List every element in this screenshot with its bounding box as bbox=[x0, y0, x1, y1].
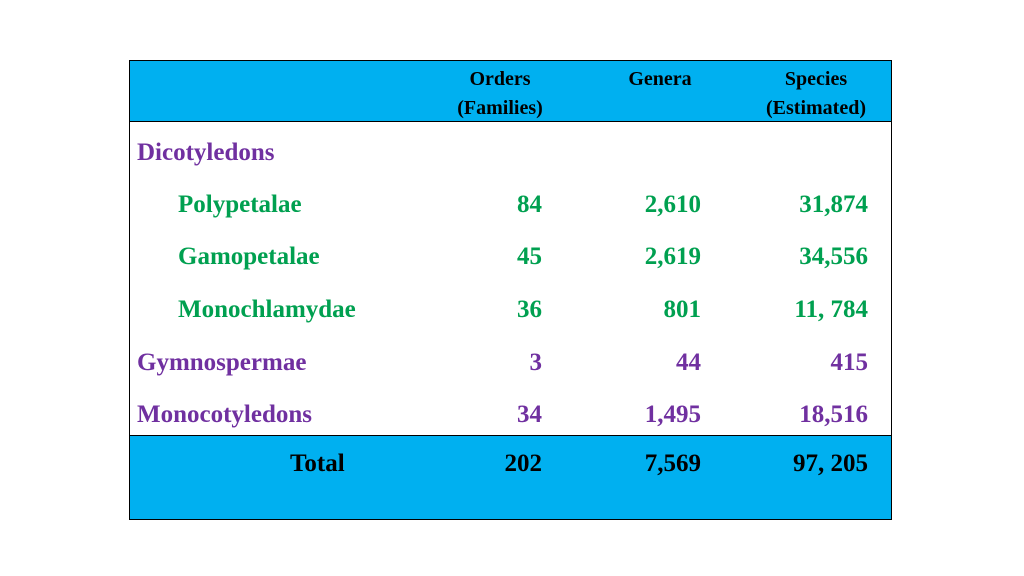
header-genera-line1: Genera bbox=[628, 68, 692, 90]
total-orders: 202 bbox=[504, 450, 543, 477]
row-label: Monocotyledons bbox=[137, 401, 312, 428]
cell-species: 11, 784 bbox=[794, 296, 868, 323]
table-row-total: Total 202 7,569 97, 205 bbox=[130, 436, 891, 492]
table-row-polypetalae: Polypetalae 84 2,610 31,874 bbox=[130, 179, 891, 231]
cell-orders: 34 bbox=[517, 401, 542, 428]
header-species-line2: (Estimated) bbox=[766, 97, 866, 119]
cell-orders: 36 bbox=[517, 296, 542, 323]
row-label: Polypetalae bbox=[178, 191, 302, 218]
total-genera: 7,569 bbox=[644, 450, 701, 477]
row-label: Monochlamydae bbox=[178, 296, 356, 323]
cell-genera: 801 bbox=[663, 296, 702, 323]
table-row-monochlamydae: Monochlamydae 36 801 11, 784 bbox=[130, 284, 891, 336]
header-species: Species (Estimated) bbox=[746, 65, 886, 123]
total-label: Total bbox=[290, 450, 345, 477]
row-label: Gamopetalae bbox=[178, 243, 320, 270]
cell-orders: 84 bbox=[517, 191, 542, 218]
cell-genera: 1,495 bbox=[644, 401, 701, 428]
cell-orders: 3 bbox=[529, 349, 543, 376]
total-species: 97, 205 bbox=[793, 450, 868, 477]
cell-genera: 44 bbox=[676, 349, 701, 376]
cell-species: 18,516 bbox=[799, 401, 868, 428]
cell-genera: 2,619 bbox=[644, 243, 701, 270]
cell-genera: 2,610 bbox=[644, 191, 701, 218]
cell-orders: 45 bbox=[517, 243, 542, 270]
table-total-band: Total 202 7,569 97, 205 bbox=[130, 435, 891, 519]
table-row-dicotyledons: Dicotyledons bbox=[130, 127, 891, 179]
header-orders: Orders (Families) bbox=[430, 65, 570, 123]
table-row-gamopetalae: Gamopetalae 45 2,619 34,556 bbox=[130, 231, 891, 283]
cell-species: 31,874 bbox=[799, 191, 868, 218]
cell-species: 415 bbox=[830, 349, 869, 376]
row-label: Dicotyledons bbox=[137, 139, 275, 166]
cell-species: 34,556 bbox=[799, 243, 868, 270]
header-species-line1: Species bbox=[784, 68, 848, 90]
classification-table: Orders (Families) Genera Species (Estima… bbox=[129, 60, 892, 520]
row-label: Gymnospermae bbox=[137, 349, 307, 376]
table-header: Orders (Families) Genera Species (Estima… bbox=[130, 61, 891, 122]
header-orders-line2: (Families) bbox=[457, 97, 543, 119]
table-row-gymnospermae: Gymnospermae 3 44 415 bbox=[130, 337, 891, 389]
header-genera: Genera bbox=[600, 65, 720, 94]
table-row-monocotyledons: Monocotyledons 34 1,495 18,516 bbox=[130, 389, 891, 441]
header-orders-line1: Orders bbox=[469, 68, 531, 90]
